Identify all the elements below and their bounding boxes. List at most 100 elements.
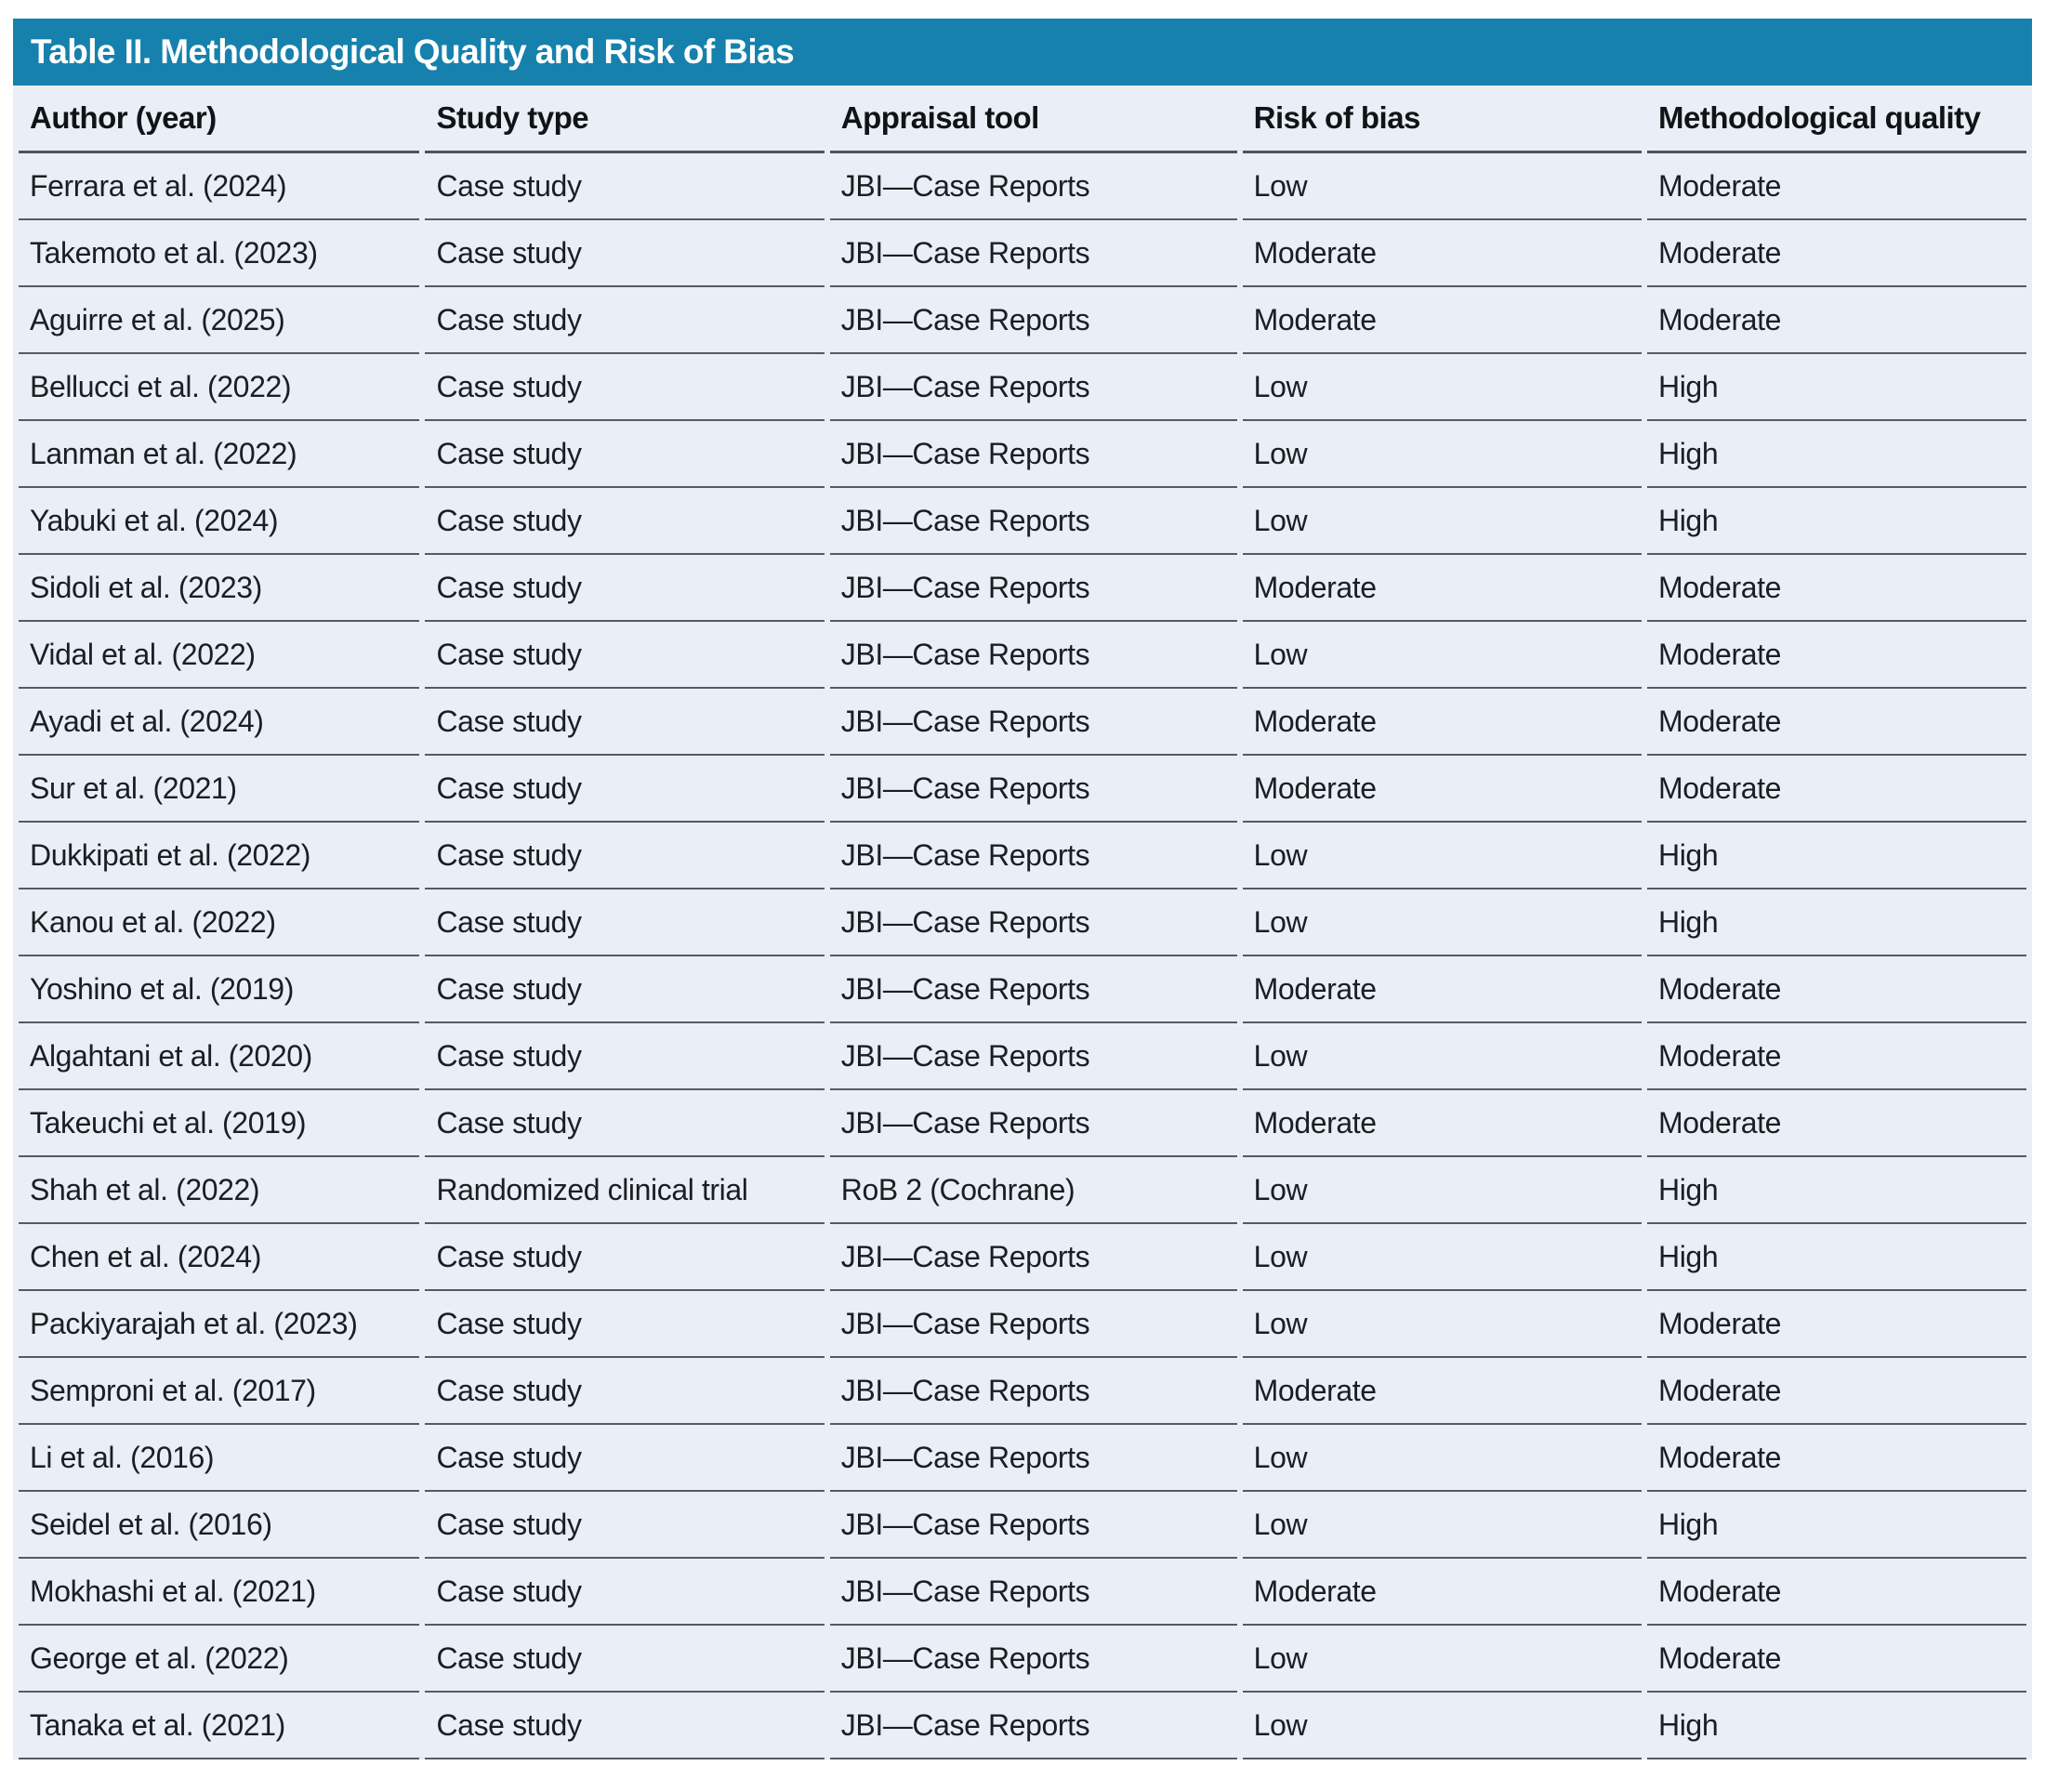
methodological-quality-cell: Moderate	[1647, 287, 2026, 354]
risk-of-bias-cell: Low	[1242, 1693, 1642, 1759]
author-cell: Yoshino et al. (2019)	[19, 956, 420, 1023]
risk-of-bias-cell: Moderate	[1242, 756, 1642, 823]
methodological-quality-cell: Moderate	[1647, 555, 2026, 622]
table-row: Sur et al. (2021) Case study JBI—Case Repo…	[19, 756, 2026, 823]
appraisal-tool-cell: JBI—Case Reports	[829, 1090, 1237, 1157]
study-type-cell: Case study	[425, 1224, 825, 1291]
risk-of-bias-cell: Moderate	[1242, 1358, 1642, 1425]
methodological-quality-cell: High	[1647, 1693, 2026, 1759]
risk-of-bias-cell: Low	[1242, 1291, 1642, 1358]
study-type-cell: Case study	[425, 1693, 825, 1759]
risk-of-bias-cell: Moderate	[1242, 555, 1642, 622]
table-body: Ferrara et al. (2024) Case study JBI—Case …	[19, 153, 2026, 1759]
risk-of-bias-cell: Low	[1242, 1492, 1642, 1559]
table-row: Algahtani et al. (2020) Case study JBI—Cas…	[19, 1023, 2026, 1090]
author-cell: Ayadi et al. (2024)	[19, 689, 420, 756]
risk-of-bias-cell: Low	[1242, 1023, 1642, 1090]
methodological-quality-cell: Moderate	[1647, 153, 2026, 220]
table-row: Tanaka et al. (2021) Case study JBI—Case R…	[19, 1693, 2026, 1759]
appraisal-tool-cell: JBI—Case Reports	[829, 153, 1237, 220]
column-header-study-type: Study type	[425, 86, 825, 153]
study-type-cell: Case study	[425, 1291, 825, 1358]
table-row: Takeuchi et al. (2019) Case study JBI—Case…	[19, 1090, 2026, 1157]
author-cell: Tanaka et al. (2021)	[19, 1693, 420, 1759]
author-cell: Sur et al. (2021)	[19, 756, 420, 823]
appraisal-tool-cell: JBI—Case Reports	[829, 1023, 1237, 1090]
appraisal-tool-cell: RoB 2 (Cochrane)	[829, 1157, 1237, 1224]
appraisal-tool-cell: JBI—Case Reports	[829, 421, 1237, 488]
study-type-cell: Case study	[425, 1023, 825, 1090]
author-cell: Ferrara et al. (2024)	[19, 153, 420, 220]
appraisal-tool-cell: JBI—Case Reports	[829, 1693, 1237, 1759]
study-type-cell: Case study	[425, 823, 825, 889]
appraisal-tool-cell: JBI—Case Reports	[829, 1492, 1237, 1559]
study-type-cell: Case study	[425, 756, 825, 823]
study-type-cell: Case study	[425, 889, 825, 956]
risk-of-bias-cell: Moderate	[1242, 1090, 1642, 1157]
risk-of-bias-cell: Low	[1242, 622, 1642, 689]
methodological-quality-cell: High	[1647, 488, 2026, 555]
study-type-cell: Case study	[425, 555, 825, 622]
author-cell: Algahtani et al. (2020)	[19, 1023, 420, 1090]
column-header-methodological-quality: Methodological quality	[1647, 86, 2026, 153]
risk-of-bias-cell: Low	[1242, 1425, 1642, 1492]
methodological-quality-cell: Moderate	[1647, 622, 2026, 689]
study-type-cell: Case study	[425, 1626, 825, 1693]
risk-of-bias-cell: Low	[1242, 889, 1642, 956]
methodological-quality-cell: Moderate	[1647, 220, 2026, 287]
column-header-appraisal-tool: Appraisal tool	[829, 86, 1237, 153]
risk-of-bias-cell: Moderate	[1242, 1559, 1642, 1626]
methodological-quality-cell: High	[1647, 421, 2026, 488]
author-cell: Vidal et al. (2022)	[19, 622, 420, 689]
author-cell: Seidel et al. (2016)	[19, 1492, 420, 1559]
table-row: Li et al. (2016) Case study JBI—Case Repor…	[19, 1425, 2026, 1492]
methodological-quality-cell: Moderate	[1647, 1626, 2026, 1693]
risk-of-bias-cell: Moderate	[1242, 287, 1642, 354]
risk-of-bias-cell: Low	[1242, 153, 1642, 220]
methodological-quality-cell: Moderate	[1647, 956, 2026, 1023]
table-row: Bellucci et al. (2022) Case study JBI—Case…	[19, 354, 2026, 421]
risk-of-bias-cell: Moderate	[1242, 956, 1642, 1023]
methodological-quality-cell: Moderate	[1647, 689, 2026, 756]
author-cell: Packiyarajah et al. (2023)	[19, 1291, 420, 1358]
study-type-cell: Case study	[425, 287, 825, 354]
column-header-risk-of-bias: Risk of bias	[1242, 86, 1642, 153]
author-cell: Mokhashi et al. (2021)	[19, 1559, 420, 1626]
appraisal-tool-cell: JBI—Case Reports	[829, 1425, 1237, 1492]
study-type-cell: Case study	[425, 220, 825, 287]
author-cell: Takeuchi et al. (2019)	[19, 1090, 420, 1157]
table-row: Shah et al. (2022) Randomized clinical tr…	[19, 1157, 2026, 1224]
methodological-quality-table: Author (year) Study type Appraisal tool …	[13, 86, 2032, 1759]
table-row: Lanman et al. (2022) Case study JBI—Case R…	[19, 421, 2026, 488]
study-type-cell: Randomized clinical trial	[425, 1157, 825, 1224]
study-type-cell: Case study	[425, 421, 825, 488]
header-row: Author (year) Study type Appraisal tool …	[19, 86, 2026, 153]
appraisal-tool-cell: JBI—Case Reports	[829, 756, 1237, 823]
author-cell: Semproni et al. (2017)	[19, 1358, 420, 1425]
study-type-cell: Case study	[425, 689, 825, 756]
methodological-quality-cell: Moderate	[1647, 1425, 2026, 1492]
table-header: Author (year) Study type Appraisal tool …	[19, 86, 2026, 153]
table-row: Chen et al. (2024) Case study JBI—Case Rep…	[19, 1224, 2026, 1291]
study-type-cell: Case study	[425, 622, 825, 689]
table-row: Takemoto et al. (2023) Case study JBI—Case…	[19, 220, 2026, 287]
methodological-quality-cell: High	[1647, 889, 2026, 956]
quality-table-container: Table II. Methodological Quality and Ris…	[13, 19, 2032, 1759]
methodological-quality-cell: High	[1647, 1492, 2026, 1559]
table-row: Yabuki et al. (2024) Case study JBI—Case R…	[19, 488, 2026, 555]
table-row: Vidal et al. (2022) Case study JBI—Case Re…	[19, 622, 2026, 689]
author-cell: Kanou et al. (2022)	[19, 889, 420, 956]
table-row: Ayadi et al. (2024) Case study JBI—Case Re…	[19, 689, 2026, 756]
appraisal-tool-cell: JBI—Case Reports	[829, 1626, 1237, 1693]
table-row: Mokhashi et al. (2021) Case study JBI—Case…	[19, 1559, 2026, 1626]
appraisal-tool-cell: JBI—Case Reports	[829, 1358, 1237, 1425]
methodological-quality-cell: High	[1647, 354, 2026, 421]
author-cell: Dukkipati et al. (2022)	[19, 823, 420, 889]
appraisal-tool-cell: JBI—Case Reports	[829, 823, 1237, 889]
table-row: Sidoli et al. (2023) Case study JBI—Case R…	[19, 555, 2026, 622]
methodological-quality-cell: High	[1647, 1157, 2026, 1224]
author-cell: Takemoto et al. (2023)	[19, 220, 420, 287]
appraisal-tool-cell: JBI—Case Reports	[829, 488, 1237, 555]
study-type-cell: Case study	[425, 1425, 825, 1492]
risk-of-bias-cell: Low	[1242, 488, 1642, 555]
